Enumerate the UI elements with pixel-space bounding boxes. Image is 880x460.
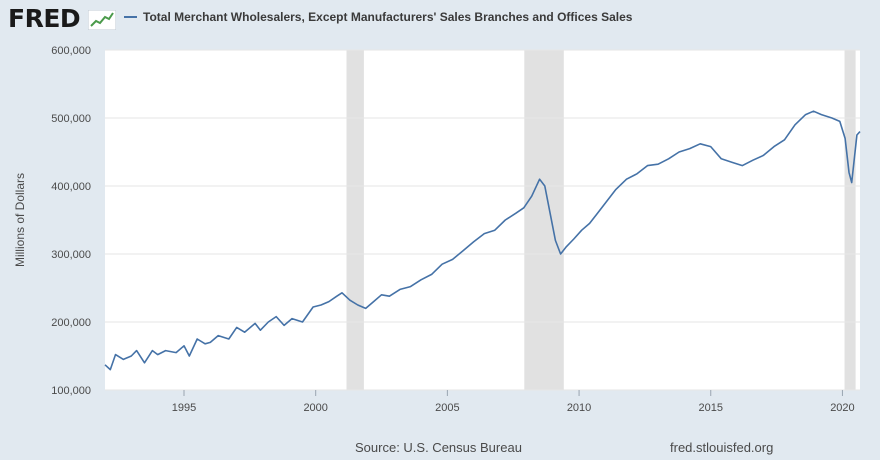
recession-band: [844, 50, 856, 390]
x-tick-label: 2005: [435, 402, 459, 414]
source-note: Source: U.S. Census Bureau: [355, 440, 522, 455]
x-tick-label: 2015: [699, 402, 723, 414]
recession-band: [346, 50, 364, 390]
recession-shading: [346, 50, 856, 390]
y-tick-label: 100,000: [51, 385, 91, 397]
site-url: fred.stlouisfed.org: [670, 440, 774, 455]
y-tick-label: 600,000: [51, 45, 91, 57]
recession-band: [524, 50, 564, 390]
series-line: [104, 110, 861, 371]
y-tick-label: 400,000: [51, 181, 91, 193]
x-tick-label: 2020: [830, 402, 854, 414]
x-tick-label: 1995: [172, 402, 196, 414]
chart-title: Total Merchant Wholesalers, Except Manuf…: [143, 10, 633, 24]
x-axis-ticks: 1995 2000 2005 2010 2015 2020: [172, 390, 855, 414]
gridlines: [105, 49, 860, 391]
y-tick-label: 200,000: [51, 317, 91, 329]
chart-legend: Total Merchant Wholesalers, Except Manuf…: [124, 10, 632, 24]
y-tick-label: 300,000: [51, 249, 91, 261]
plot-area: [105, 50, 860, 390]
x-tick-label: 2010: [567, 402, 591, 414]
y-tick-label: 500,000: [51, 113, 91, 125]
y-axis-ticks: 100,000 200,000 300,000 400,000 500,000 600,0…: [51, 45, 91, 397]
y-axis-label: Millions of Dollars: [13, 173, 27, 267]
x-tick-label: 2000: [303, 402, 327, 414]
legend-swatch: [124, 16, 137, 18]
fred-logo: FRED: [8, 4, 81, 33]
fred-logo-chart-icon: [88, 10, 116, 30]
